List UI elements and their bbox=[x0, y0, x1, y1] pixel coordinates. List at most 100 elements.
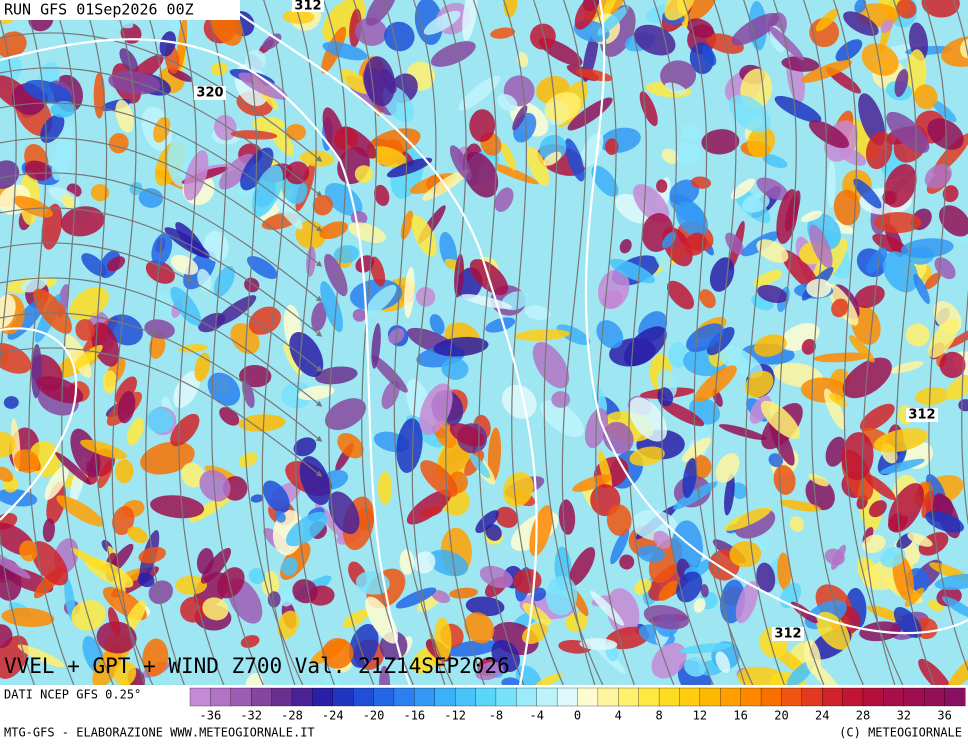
source-label: DATI NCEP GFS 0.25° bbox=[4, 688, 141, 702]
streamline bbox=[382, 0, 454, 685]
field-blob bbox=[283, 343, 303, 376]
colorbar-swatch bbox=[495, 687, 517, 707]
colorbar-swatch bbox=[271, 687, 293, 707]
field-blob bbox=[479, 565, 514, 589]
contour-line bbox=[0, 327, 78, 521]
field-blob bbox=[942, 322, 968, 350]
field-blob bbox=[760, 400, 800, 439]
field-blob bbox=[861, 43, 899, 76]
field-blob bbox=[643, 604, 690, 630]
field-blob bbox=[731, 482, 748, 499]
field-blob bbox=[420, 460, 458, 497]
field-blob bbox=[823, 388, 846, 430]
field-blob bbox=[628, 397, 668, 442]
field-blob bbox=[905, 323, 930, 347]
field-blob bbox=[591, 165, 619, 197]
field-blob bbox=[328, 491, 360, 534]
field-blob bbox=[312, 195, 333, 216]
colorbar-swatch bbox=[577, 687, 599, 707]
streamline bbox=[922, 0, 968, 672]
field-blob bbox=[487, 427, 502, 482]
field-blob bbox=[379, 665, 391, 685]
field-blob bbox=[574, 0, 599, 30]
field-blob bbox=[556, 324, 591, 345]
field-blob bbox=[880, 19, 894, 33]
colorbar-swatch bbox=[740, 687, 762, 707]
field-blob bbox=[365, 0, 397, 26]
field-blob bbox=[535, 673, 563, 685]
colorbar-tick-label: -32 bbox=[240, 709, 262, 723]
field-blob bbox=[833, 189, 861, 226]
field-blob bbox=[801, 338, 816, 355]
field-blob bbox=[250, 494, 264, 503]
colorbar-swatch bbox=[454, 687, 476, 707]
field-blob bbox=[475, 661, 504, 681]
field-blob bbox=[715, 453, 740, 483]
field-blob bbox=[619, 554, 635, 570]
streamline bbox=[802, 0, 865, 685]
field-blob bbox=[137, 572, 155, 588]
field-blob bbox=[568, 547, 596, 587]
field-blob bbox=[939, 205, 968, 237]
streamline bbox=[892, 0, 936, 685]
field-blob bbox=[572, 474, 613, 492]
field-blob bbox=[699, 289, 716, 309]
colorbar-tick-label: 8 bbox=[655, 709, 662, 723]
colorbar-swatch bbox=[189, 687, 211, 707]
colorbar-swatch bbox=[924, 687, 946, 707]
field-blob bbox=[219, 153, 255, 190]
field-blob bbox=[631, 509, 679, 541]
field-blob bbox=[0, 431, 16, 458]
field-blob bbox=[874, 212, 922, 233]
colorbar-swatch bbox=[883, 687, 905, 707]
field-blob bbox=[921, 0, 960, 18]
field-blob bbox=[530, 23, 556, 50]
field-blob bbox=[114, 661, 137, 685]
field-blob bbox=[866, 605, 904, 622]
streamline bbox=[0, 67, 323, 197]
run-label: RUN GFS 01Sep2026 00Z bbox=[4, 1, 194, 19]
field-blob bbox=[286, 123, 306, 141]
field-blob bbox=[115, 459, 134, 484]
colorbar-tick-label: -8 bbox=[489, 709, 503, 723]
streamline bbox=[0, 137, 323, 267]
field-blob bbox=[60, 206, 105, 237]
field-blob bbox=[0, 342, 32, 374]
field-blob bbox=[854, 285, 885, 308]
field-blob bbox=[238, 414, 286, 432]
streamline bbox=[622, 0, 675, 685]
field-blob bbox=[384, 21, 415, 52]
field-blob bbox=[75, 319, 96, 341]
contour-label-bg bbox=[292, 0, 324, 12]
field-blob bbox=[64, 577, 76, 622]
field-blob bbox=[742, 193, 770, 213]
field-blob bbox=[396, 418, 423, 473]
streamline bbox=[0, 277, 323, 407]
field-blob bbox=[170, 413, 200, 447]
colorbar-tick-label: -20 bbox=[363, 709, 385, 723]
field-blob bbox=[800, 210, 823, 222]
field-blob bbox=[355, 17, 387, 46]
field-blob bbox=[112, 506, 135, 536]
field-blob bbox=[115, 99, 134, 133]
field-blob bbox=[684, 657, 707, 677]
field-blob bbox=[700, 584, 709, 598]
field-blob bbox=[159, 31, 177, 57]
field-blob bbox=[246, 255, 278, 280]
field-blob bbox=[831, 298, 849, 318]
field-blob bbox=[181, 462, 205, 488]
field-blob bbox=[238, 452, 258, 468]
field-blob bbox=[862, 534, 886, 554]
contour-line bbox=[0, 38, 412, 685]
field-blob bbox=[238, 72, 288, 100]
contour-label-bg bbox=[906, 408, 938, 422]
field-blob bbox=[262, 33, 282, 50]
colorbar-swatch bbox=[210, 687, 232, 707]
field-blob bbox=[441, 357, 469, 380]
contour-label: 320 bbox=[196, 86, 223, 101]
field-blob bbox=[866, 247, 888, 274]
streamline bbox=[561, 0, 596, 685]
field-blob bbox=[33, 288, 72, 334]
streamline bbox=[772, 0, 825, 685]
field-blob bbox=[673, 481, 718, 510]
